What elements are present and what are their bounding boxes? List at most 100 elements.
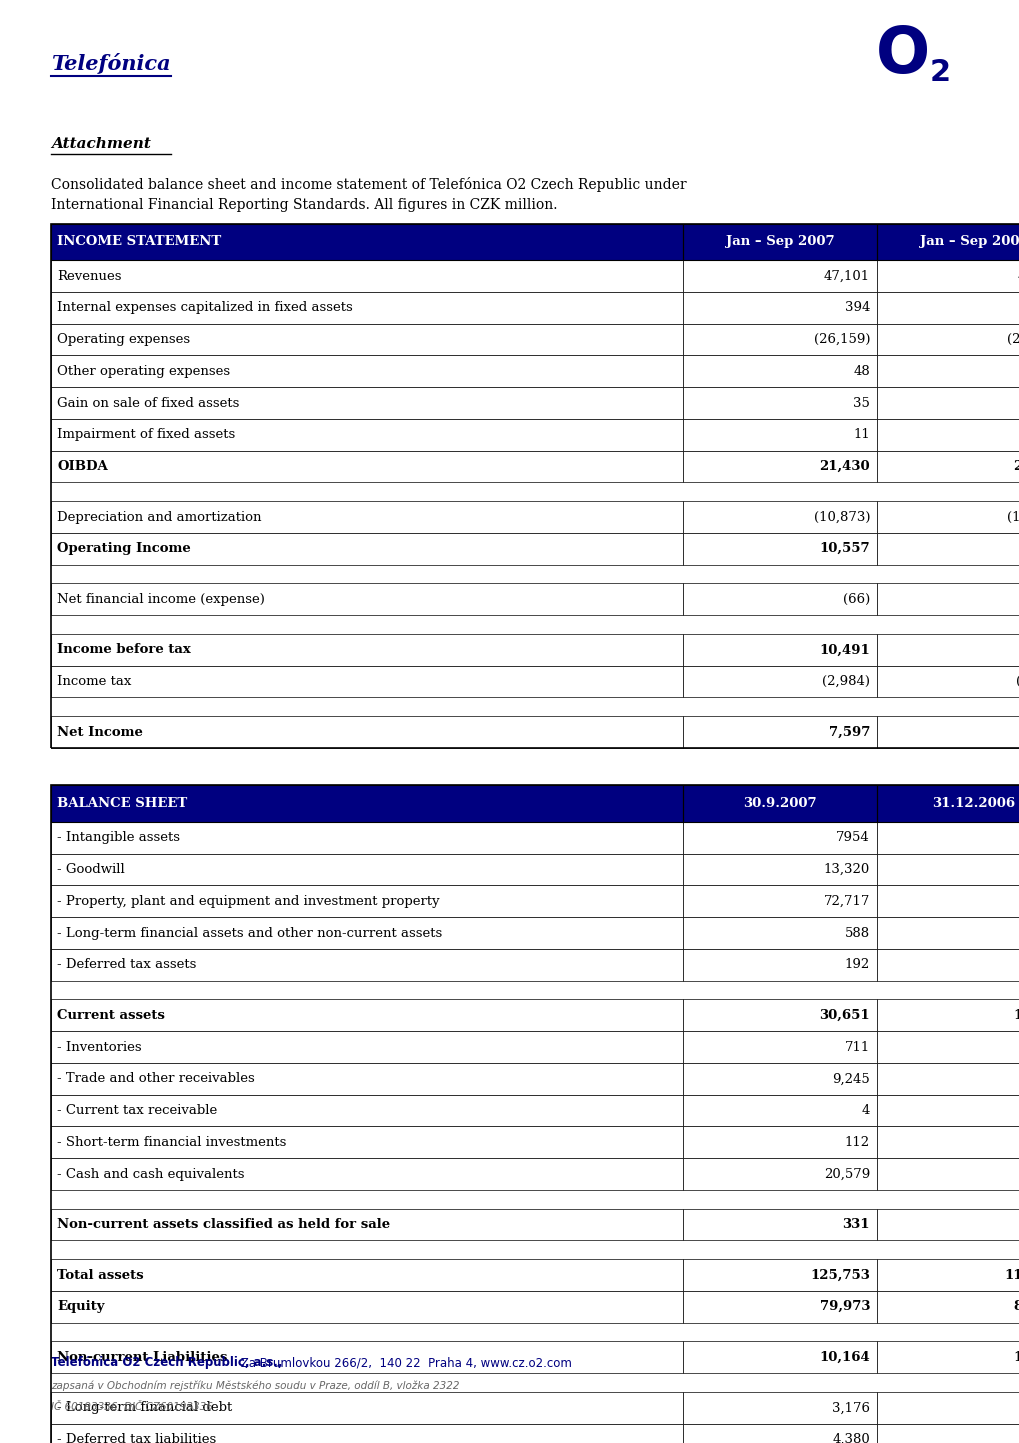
Text: zapsaná v Obchodním rejstříku Městského soudu v Praze, oddíl B, vložka 2322: zapsaná v Obchodním rejstříku Městského … — [51, 1381, 459, 1391]
Text: Revenues: Revenues — [57, 270, 121, 283]
Bar — [683, 716, 876, 747]
Bar — [51, 1095, 683, 1127]
Text: Equity: Equity — [57, 1300, 105, 1313]
Text: 31.12.2006: 31.12.2006 — [931, 797, 1015, 810]
Bar — [876, 949, 1019, 981]
Text: 4: 4 — [861, 1104, 869, 1117]
Bar — [51, 387, 683, 418]
Bar — [876, 291, 1019, 323]
Text: 47,101: 47,101 — [823, 270, 869, 283]
Text: 13,320: 13,320 — [823, 863, 869, 876]
Text: (66): (66) — [842, 593, 869, 606]
Bar — [876, 1291, 1019, 1323]
Bar — [876, 665, 1019, 697]
Bar — [876, 323, 1019, 355]
Bar — [876, 260, 1019, 291]
Text: 30,651: 30,651 — [818, 1009, 869, 1022]
Bar — [51, 949, 683, 981]
Text: 35: 35 — [852, 397, 869, 410]
Bar — [51, 1159, 683, 1190]
Bar — [683, 823, 876, 854]
Bar — [683, 854, 876, 886]
Text: 11: 11 — [853, 429, 869, 442]
Text: 72,717: 72,717 — [823, 895, 869, 908]
Bar — [51, 785, 1019, 1443]
Text: 588: 588 — [844, 926, 869, 939]
Bar — [876, 1392, 1019, 1424]
Text: 125,753: 125,753 — [809, 1268, 869, 1281]
Text: Non-current assets classified as held for sale: Non-current assets classified as held fo… — [57, 1218, 390, 1231]
Text: 2: 2 — [929, 58, 950, 87]
Bar — [876, 355, 1019, 387]
Text: - Inventories: - Inventories — [57, 1040, 142, 1053]
Text: 22,151: 22,151 — [1012, 460, 1019, 473]
Text: (12,630): (12,630) — [1007, 511, 1019, 524]
Text: Operating expenses: Operating expenses — [57, 333, 191, 346]
Bar — [683, 450, 876, 482]
Bar — [51, 224, 1019, 747]
Bar — [683, 1159, 876, 1190]
Bar — [51, 1063, 683, 1095]
Bar — [876, 1000, 1019, 1032]
Text: - Current tax receivable: - Current tax receivable — [57, 1104, 217, 1117]
Bar — [51, 1209, 683, 1241]
Text: - Trade and other receivables: - Trade and other receivables — [57, 1072, 255, 1085]
Text: (24,072): (24,072) — [1007, 333, 1019, 346]
Text: 711: 711 — [844, 1040, 869, 1053]
Text: Net financial income (expense): Net financial income (expense) — [57, 593, 265, 606]
Text: Income tax: Income tax — [57, 675, 131, 688]
Text: - Long-term financial debt: - Long-term financial debt — [57, 1401, 232, 1414]
Bar — [683, 886, 876, 918]
Bar — [683, 1209, 876, 1241]
Text: 7,597: 7,597 — [827, 726, 869, 739]
Bar — [683, 665, 876, 697]
Bar — [876, 1159, 1019, 1190]
Bar — [876, 532, 1019, 564]
Bar — [51, 583, 683, 615]
Text: (26,159): (26,159) — [813, 333, 869, 346]
Bar — [683, 355, 876, 387]
Bar — [51, 291, 683, 323]
Text: 117,877: 117,877 — [1004, 1268, 1019, 1281]
Bar — [51, 785, 1019, 823]
Bar — [51, 886, 683, 918]
Bar — [876, 1063, 1019, 1095]
Text: Jan – Sep 2007: Jan – Sep 2007 — [726, 235, 834, 248]
Bar — [683, 501, 876, 532]
Text: 20,579: 20,579 — [823, 1167, 869, 1180]
Text: - Long-term financial assets and other non-current assets: - Long-term financial assets and other n… — [57, 926, 442, 939]
Text: 10,557: 10,557 — [818, 543, 869, 556]
Text: O: O — [874, 25, 929, 85]
Text: - Intangible assets: - Intangible assets — [57, 831, 180, 844]
Bar — [876, 918, 1019, 949]
Bar — [51, 355, 683, 387]
Text: - Property, plant and equipment and investment property: - Property, plant and equipment and inve… — [57, 895, 439, 908]
Bar — [683, 1291, 876, 1323]
Text: Consolidated balance sheet and income statement of Telefónica O2 Czech Republic : Consolidated balance sheet and income st… — [51, 177, 686, 192]
Text: Non-current Liabilities: Non-current Liabilities — [57, 1351, 227, 1364]
Text: (2,477): (2,477) — [1015, 675, 1019, 688]
Bar — [876, 1342, 1019, 1374]
Bar — [51, 1000, 683, 1032]
Bar — [683, 918, 876, 949]
Bar — [51, 1291, 683, 1323]
Text: IČ 60193336, DIČ CZ60193336: IČ 60193336, DIČ CZ60193336 — [51, 1401, 213, 1413]
Text: 394: 394 — [844, 302, 869, 315]
Bar — [876, 418, 1019, 450]
Bar — [876, 886, 1019, 918]
Bar — [876, 450, 1019, 482]
Text: Telefónica O2 Czech Republic, a.s.,: Telefónica O2 Czech Republic, a.s., — [51, 1356, 282, 1369]
Bar — [51, 1392, 683, 1424]
Text: (10,873): (10,873) — [813, 511, 869, 524]
Bar — [51, 224, 1019, 260]
Text: - Short-term financial investments: - Short-term financial investments — [57, 1136, 286, 1149]
Bar — [683, 1127, 876, 1159]
Bar — [51, 1424, 683, 1443]
Bar — [683, 1260, 876, 1291]
Bar — [683, 949, 876, 981]
Bar — [51, 532, 683, 564]
Text: - Cash and cash equivalents: - Cash and cash equivalents — [57, 1167, 245, 1180]
Text: Total assets: Total assets — [57, 1268, 144, 1281]
Bar — [51, 1032, 683, 1063]
Bar — [51, 633, 683, 665]
